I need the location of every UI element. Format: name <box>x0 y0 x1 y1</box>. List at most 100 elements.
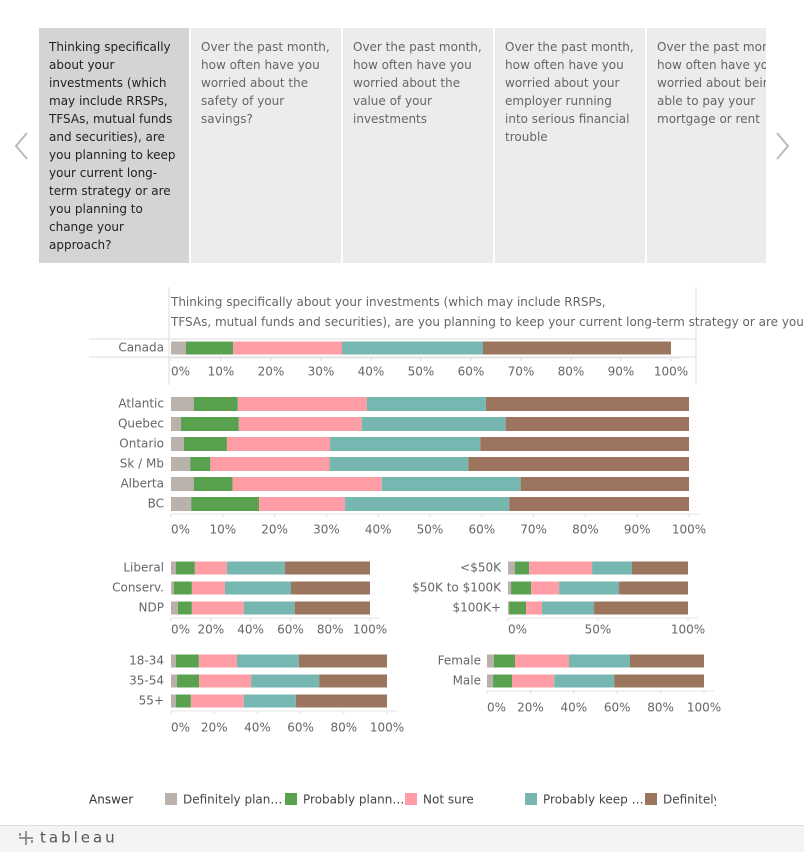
x-tick-label: 0% <box>487 701 506 715</box>
category-label: NDP <box>139 601 164 615</box>
bar-segment <box>480 437 689 451</box>
x-tick-label: 10% <box>209 523 236 537</box>
category-label: Conserv. <box>112 581 164 595</box>
bar-segment <box>493 654 515 668</box>
x-tick-label: 20% <box>201 721 228 735</box>
x-tick-label: 60% <box>604 701 631 715</box>
category-label: BC <box>148 497 164 511</box>
bar-segment <box>554 674 615 688</box>
bar-segment <box>173 581 192 595</box>
category-label: Female <box>438 654 481 668</box>
bar-segment <box>569 654 631 668</box>
x-tick-label: 80% <box>317 623 344 637</box>
bar-segment <box>171 341 186 355</box>
bar-segment <box>191 601 244 615</box>
x-tick-label: 40% <box>365 523 392 537</box>
bar-segment <box>171 694 176 708</box>
x-tick-label: 70% <box>508 365 535 379</box>
bar-segment <box>345 497 510 511</box>
bar-segment <box>171 497 192 511</box>
bar-segment <box>542 601 595 615</box>
bar-segment <box>592 561 633 575</box>
x-tick-label: 20% <box>197 623 224 637</box>
bar-segment <box>330 437 481 451</box>
legend-swatch <box>165 793 177 805</box>
bar-segment <box>290 581 370 595</box>
bar-segment <box>171 601 178 615</box>
x-tick-label: 100% <box>672 523 706 537</box>
bar-segment <box>243 694 296 708</box>
logo: tableau <box>19 829 115 847</box>
bar-segment <box>194 561 227 575</box>
bar-segment <box>529 561 593 575</box>
x-tick-label: 100% <box>654 365 688 379</box>
bar-segment <box>295 694 387 708</box>
question-tab[interactable]: Thinking specifically about your investm… <box>39 28 189 263</box>
category-label: Sk / Mb <box>120 457 164 471</box>
bar-segment <box>483 341 671 355</box>
bar-segment <box>171 417 181 431</box>
bar-segment <box>226 437 331 451</box>
legend-swatch <box>525 793 537 805</box>
category-label: $100K+ <box>453 601 501 615</box>
bar-segment <box>171 457 191 471</box>
tab-strip: Thinking specifically about your investm… <box>0 0 766 270</box>
legend-label: Not sure <box>423 793 474 807</box>
bar-segment <box>520 477 689 491</box>
x-tick-label: 60% <box>468 523 495 537</box>
bar-segment <box>508 581 512 595</box>
next-arrow[interactable] <box>776 132 790 160</box>
category-label: Male <box>453 674 481 688</box>
bar-segment <box>198 654 237 668</box>
bar-segment <box>171 581 174 595</box>
question-tab[interactable]: Over the past month, how often have you … <box>647 28 766 263</box>
bar-segment <box>237 397 367 411</box>
legend-label: Probably plann… <box>303 793 404 807</box>
x-tick-label: 50% <box>585 623 612 637</box>
x-tick-label: 70% <box>520 523 547 537</box>
category-label: Atlantic <box>118 397 164 411</box>
bar-segment <box>505 417 689 431</box>
bar-segment <box>171 397 194 411</box>
bar-segment <box>180 417 239 431</box>
bar-segment <box>284 561 370 575</box>
x-tick-label: 40% <box>560 701 587 715</box>
bar-segment <box>175 694 191 708</box>
question-tab[interactable]: Over the past month, how often have you … <box>191 28 341 263</box>
x-tick-label: 50% <box>408 365 435 379</box>
prev-arrow[interactable] <box>14 132 28 160</box>
footer: tableau <box>0 825 804 852</box>
bar-segment <box>487 654 494 668</box>
category-label: Liberal <box>123 561 164 575</box>
bar-segment <box>342 341 483 355</box>
x-tick-label: 80% <box>572 523 599 537</box>
bar-segment <box>366 397 486 411</box>
bar-segment <box>509 497 689 511</box>
category-label: 35-54 <box>129 674 164 688</box>
bar-segment <box>514 654 570 668</box>
bar-segment <box>183 437 227 451</box>
bar-segment <box>210 457 330 471</box>
x-tick-label: 30% <box>308 365 335 379</box>
category-label: $50K to $100K <box>412 581 502 595</box>
bar-segment <box>232 477 382 491</box>
legend-swatch <box>645 793 657 805</box>
x-tick-label: 0% <box>508 623 527 637</box>
bar-segment <box>632 561 688 575</box>
bar-segment <box>191 497 260 511</box>
x-tick-label: 0% <box>171 365 190 379</box>
x-tick-label: 100% <box>671 623 705 637</box>
bar-segment <box>193 477 233 491</box>
x-tick-label: 20% <box>258 365 285 379</box>
question-tab[interactable]: Over the past month, how often have you … <box>343 28 493 263</box>
x-tick-label: 60% <box>287 721 314 735</box>
bar-segment <box>298 654 387 668</box>
bar-segment <box>493 674 513 688</box>
bar-segment <box>236 654 299 668</box>
bar-segment <box>171 477 194 491</box>
x-tick-label: 40% <box>358 365 385 379</box>
x-tick-label: 60% <box>458 365 485 379</box>
question-tab[interactable]: Over the past month, how often have you … <box>495 28 645 263</box>
x-tick-label: 10% <box>208 365 235 379</box>
